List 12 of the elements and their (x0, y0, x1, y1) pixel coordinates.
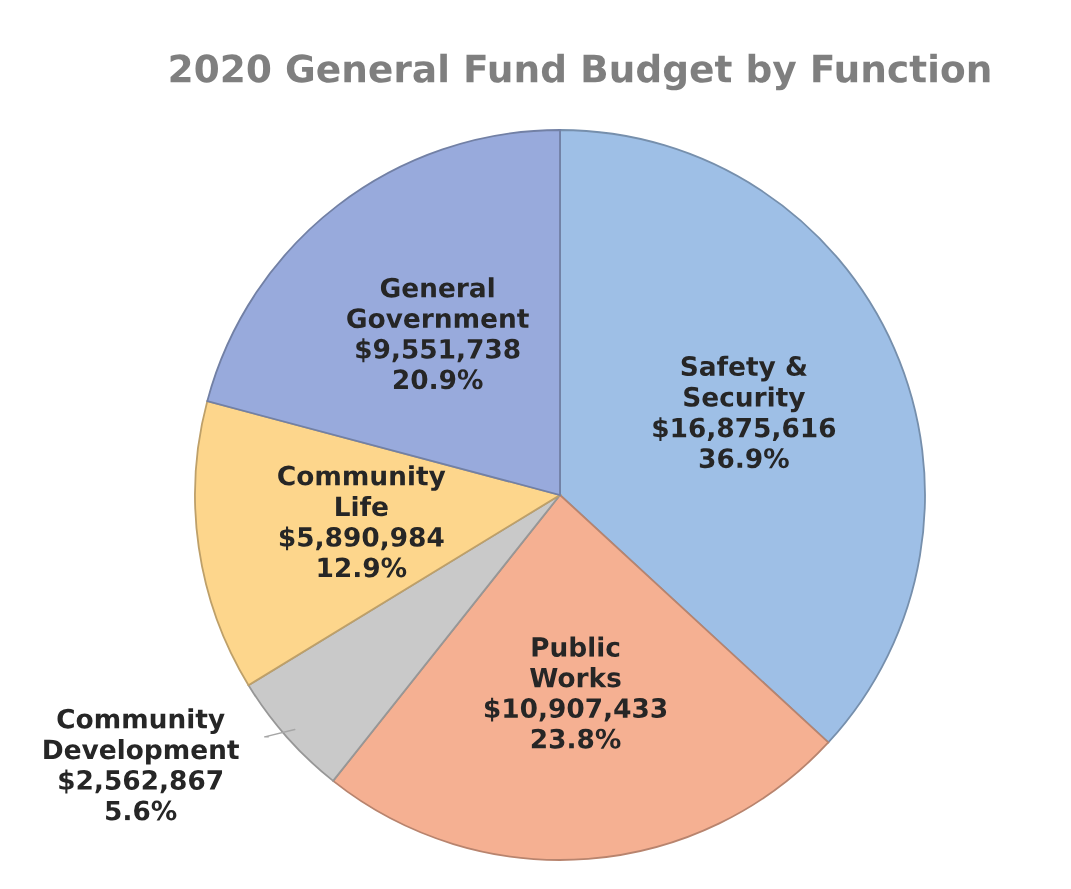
slice-label: Public Works (530, 636, 621, 688)
data-label: $10,907,433 23.8% (484, 697, 667, 749)
chart-title: 2020 General Fund Budget by Function (170, 53, 990, 91)
pie-slice (206, 129, 561, 496)
slice-label: Community Development (44, 708, 239, 765)
data-label: $16,875,616 36.9% (653, 417, 836, 469)
data-label: $9,551,738 20.9% (356, 338, 520, 390)
slice-label: Community Life (278, 465, 446, 517)
data-label: $2,562,867 5.6% (59, 769, 223, 821)
slice-label: General Government (347, 277, 529, 329)
data-label: $5,890,984 12.9% (279, 526, 444, 578)
slice-label: Safety & Security (681, 355, 807, 413)
